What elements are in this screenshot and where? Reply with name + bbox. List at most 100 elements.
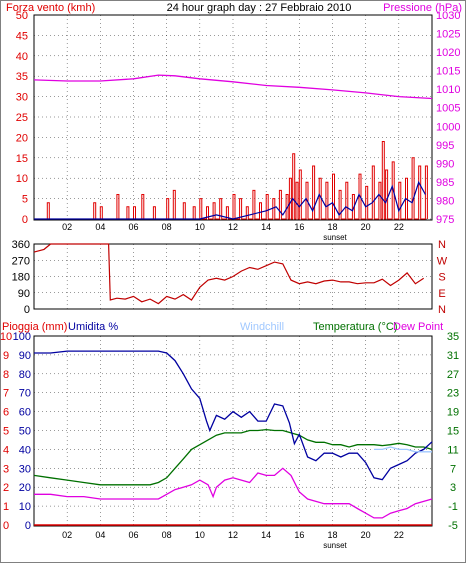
rain-tick: 9: [3, 350, 9, 362]
rain-tick: 6: [3, 407, 9, 419]
temperature-axis-title: Temperatura (°C): [313, 321, 397, 333]
direction-letter: S: [438, 272, 445, 284]
wind-pressure-panel: Forza vento (kmh) 24 hour graph day : 27…: [6, 2, 462, 242]
hour-tick-label: 06: [128, 222, 138, 232]
hour-tick-label: 18: [327, 222, 337, 232]
pressure-tick: 975: [436, 214, 454, 226]
pressure-tick: 1005: [436, 103, 460, 115]
temperature-tick: 35: [447, 331, 459, 343]
temperature-series-line: [33, 428, 433, 486]
panel1-hour-tick-labels: 02 04 06 08 10 12 14 16 18 20 22: [62, 222, 404, 232]
wind-speed-tick: 40: [16, 51, 28, 63]
wind-speed-tick: 25: [16, 112, 28, 124]
temperature-tick: 3: [450, 482, 456, 494]
hour-tick-label: 16: [294, 530, 304, 540]
rain-axis-title: Pioggia (mm): [2, 321, 67, 333]
temperature-tick: 7: [450, 463, 456, 475]
hour-tick-label: 20: [361, 222, 371, 232]
rain-tick: 7: [3, 388, 9, 400]
wind-speed-tick: 45: [16, 30, 28, 42]
wind-speed-series-line: [44, 141, 428, 220]
humidity-tick: 50: [19, 426, 31, 438]
temperature-tick: -1: [448, 501, 458, 513]
hour-tick-label: 14: [261, 222, 271, 232]
humidity-tick: 70: [19, 388, 31, 400]
rain-tick: 2: [3, 482, 9, 494]
humidity-tick: 0: [25, 520, 31, 532]
humidity-tick: 20: [19, 482, 31, 494]
humidity-tick-labels: 0 10 20 30 40 50 60 70 80 90 100: [13, 331, 31, 532]
pressure-tick: 1030: [436, 10, 460, 22]
pressure-axis-title: Pressione (hPa): [383, 2, 462, 14]
dewpoint-legend-label: Dew Point: [393, 321, 443, 333]
hour-tick-label: 08: [162, 530, 172, 540]
wind-speed-tick: 0: [22, 214, 28, 226]
wind-speed-tick: 30: [16, 92, 28, 104]
windchill-legend-label: Windchill: [240, 321, 284, 333]
rain-tick: 3: [3, 463, 9, 475]
hour-tick-label: 06: [128, 530, 138, 540]
pressure-tick: 1010: [436, 84, 460, 96]
chart-title: 24 hour graph day : 27 Febbraio 2010: [167, 2, 352, 14]
direction-degree-tick: 360: [12, 239, 30, 251]
pressure-tick: 1015: [436, 66, 460, 78]
humidity-axis-title: Umidita %: [68, 321, 118, 333]
direction-letter: N: [438, 239, 446, 251]
humidity-tick: 30: [19, 463, 31, 475]
windchill-series-line: [374, 446, 432, 453]
hour-tick-label: 22: [394, 222, 404, 232]
temperature-humidity-panel: Pioggia (mm) Umidita % Windchill Tempera…: [0, 321, 459, 550]
wind-speed-tick-labels: 0 5 10 15 20 25 30 35 40 45 50: [16, 10, 28, 226]
direction-letter: E: [438, 288, 445, 300]
hour-tick-label: 08: [162, 222, 172, 232]
hour-tick-label: 22: [394, 530, 404, 540]
humidity-tick: 90: [19, 350, 31, 362]
hour-tick-label: 02: [62, 530, 72, 540]
humidity-tick: 60: [19, 407, 31, 419]
rain-tick: 10: [0, 331, 12, 343]
direction-letter: N: [438, 304, 446, 316]
hour-tick-label: 20: [361, 530, 371, 540]
direction-degree-tick: 180: [12, 272, 30, 284]
pressure-tick: 990: [436, 158, 454, 170]
pressure-tick: 985: [436, 177, 454, 189]
temperature-tick: 27: [447, 369, 459, 381]
humidity-tick: 10: [19, 501, 31, 513]
humidity-tick: 40: [19, 444, 31, 456]
hour-tick-label: 04: [95, 222, 105, 232]
direction-degree-tick: 0: [24, 304, 30, 316]
direction-degree-labels: 360 270 180 90 0: [12, 239, 30, 316]
pressure-series-line: [33, 74, 433, 100]
temperature-tick: 11: [447, 444, 458, 456]
hour-tick-label: 02: [62, 222, 72, 232]
hour-tick-label: 10: [195, 530, 205, 540]
temperature-tick: 19: [447, 407, 459, 419]
hour-tick-label: 16: [294, 222, 304, 232]
wind-speed-tick: 15: [16, 153, 28, 165]
dewpoint-series-line: [34, 467, 433, 519]
wind-speed-tick: 35: [16, 71, 28, 83]
rain-tick: 8: [3, 369, 9, 381]
hour-tick-label: 12: [228, 222, 238, 232]
rain-tick: 0: [3, 520, 9, 532]
hour-tick-label: 04: [95, 530, 105, 540]
pressure-tick-labels: 975 980 985 990 995 1000 1005 1010 1015 1020 1025 1…: [436, 10, 460, 226]
wind-axis-title: Forza vento (kmh): [6, 2, 95, 14]
rain-tick: 4: [3, 444, 9, 456]
rain-tick: 5: [3, 426, 9, 438]
wind-direction-series-line: [33, 243, 425, 305]
humidity-tick: 80: [19, 369, 31, 381]
temperature-tick-labels: -5 -1 3 7 11 15 19 23 27 31 35: [447, 331, 459, 532]
pressure-tick: 1025: [436, 29, 460, 41]
temperature-tick: 31: [447, 350, 459, 362]
pressure-tick: 980: [436, 195, 454, 207]
pressure-tick: 1020: [436, 47, 460, 59]
wind-speed-tick: 50: [16, 10, 28, 22]
hour-tick-label: 12: [228, 530, 238, 540]
rain-tick: 1: [3, 501, 9, 513]
humidity-tick: 100: [13, 331, 31, 343]
temperature-tick: -5: [448, 520, 458, 532]
